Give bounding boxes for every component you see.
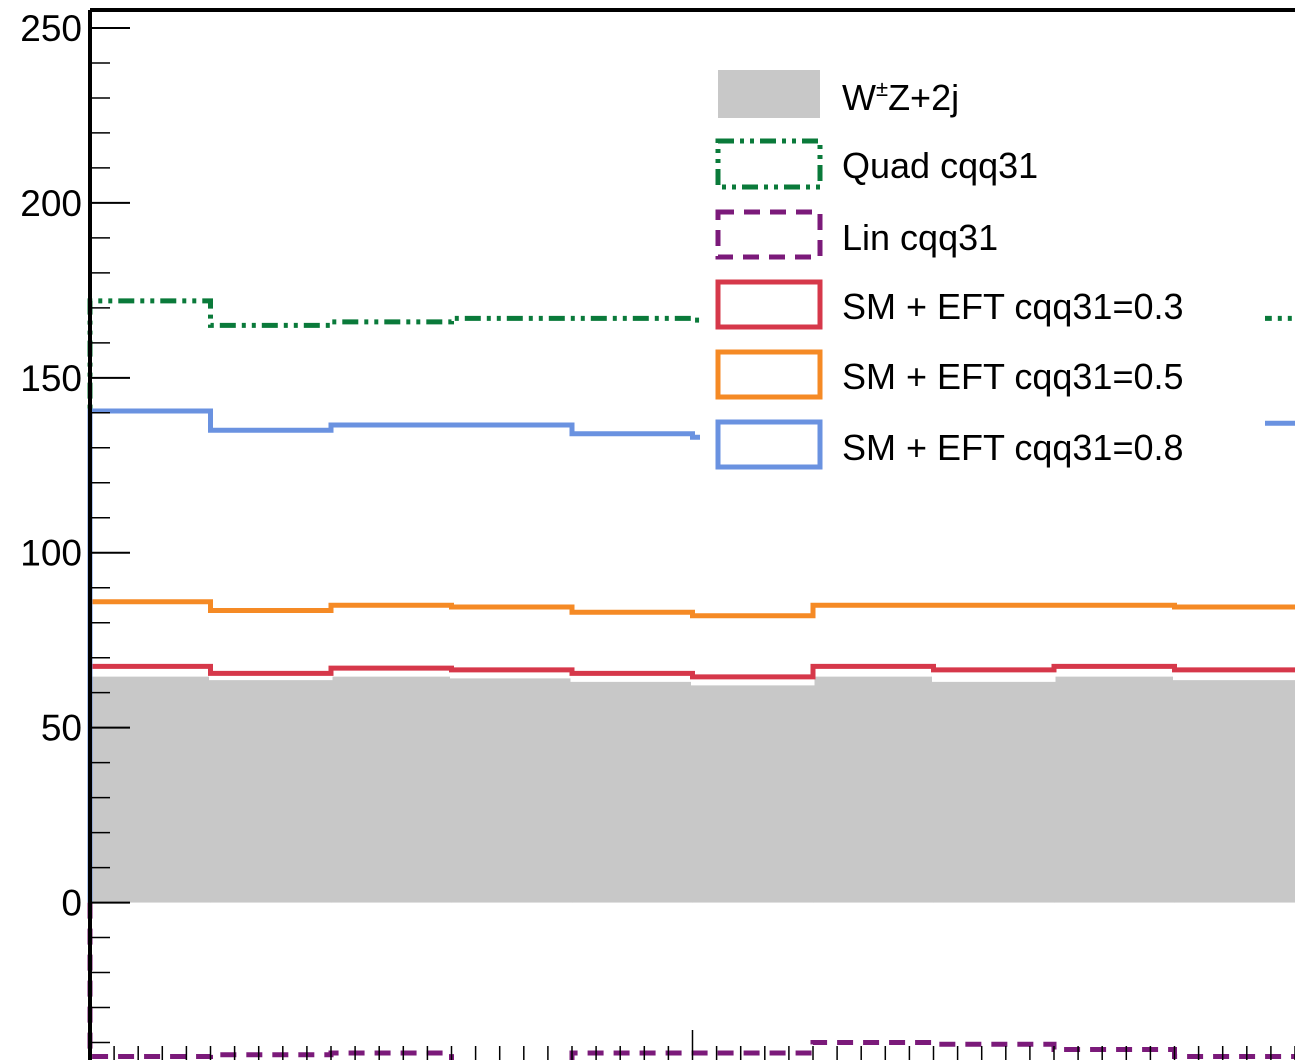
- y-tick-label: 250: [20, 8, 82, 49]
- legend-label-wz2j-sup: ±: [876, 76, 888, 101]
- outline-w-z-2j: [90, 673, 1295, 686]
- legend-label-lin: Lin cqq31: [842, 217, 998, 258]
- bar-w-z-2j-bin-6: [813, 675, 934, 903]
- y-tick-label: 200: [20, 183, 82, 224]
- bar-w-z-2j-bin-5: [692, 683, 814, 903]
- legend-swatch-eft03: [715, 279, 823, 330]
- y-tick-label: 100: [20, 533, 82, 574]
- axes-layer: 0 50 100 150 200 250: [20, 8, 1295, 1060]
- bar-w-z-2j-bin-0: [90, 675, 211, 903]
- legend-swatch-wz2j: [718, 70, 820, 118]
- series-line-sm-eft-cqq31-0-3: [87, 663, 1295, 903]
- bar-w-z-2j-bin-2: [331, 675, 452, 903]
- bar-w-z-2j-bin-9: [1174, 678, 1295, 903]
- legend-swatch-quad: [715, 138, 823, 190]
- legend-background: [700, 62, 1265, 487]
- legend-swatch-eft05: [715, 349, 823, 400]
- legend-label-eft08: SM + EFT cqq31=0.8: [842, 427, 1184, 468]
- y-tick-label: 0: [61, 883, 82, 924]
- bar-w-z-2j-bin-8: [1054, 675, 1175, 903]
- bar-w-z-2j-bin-7: [933, 680, 1055, 903]
- bar-w-z-2j-bin-3: [451, 676, 573, 903]
- legend-label-eft03: SM + EFT cqq31=0.3: [842, 286, 1184, 327]
- bar-w-z-2j-bin-1: [210, 678, 332, 903]
- legend-swatch-eft08: [715, 419, 823, 470]
- legend-label-wz2j-rest: Z+2j: [888, 77, 959, 118]
- legend-label-eft05: SM + EFT cqq31=0.5: [842, 356, 1184, 397]
- legend-swatch-lin: [715, 209, 823, 260]
- bar-w-z-2j-bin-4: [572, 680, 693, 903]
- series-line-sm-eft-cqq31-0-5: [87, 599, 1295, 903]
- y-tick-label: 150: [20, 358, 82, 399]
- legend: W±Z+2j Quad cqq31 Lin cqq31 SM + EFT cqq…: [700, 62, 1265, 487]
- legend-label-wz2j: W±Z+2j: [842, 76, 959, 118]
- fill-layer: [90, 673, 1295, 903]
- y-tick-label: 50: [41, 708, 82, 749]
- legend-label-quad: Quad cqq31: [842, 145, 1038, 186]
- legend-label-wz2j-base: W: [842, 77, 876, 118]
